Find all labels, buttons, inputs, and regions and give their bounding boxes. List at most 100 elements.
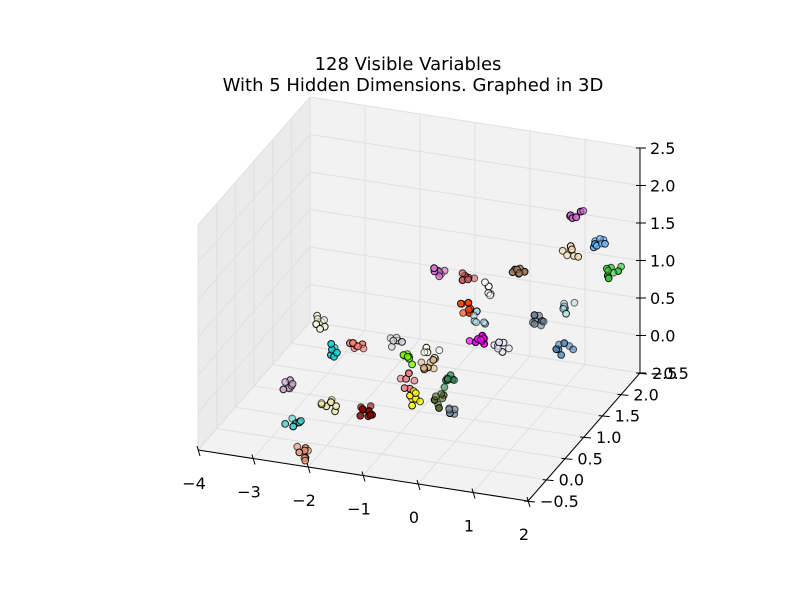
- y-tick-label: 2.0: [633, 385, 658, 404]
- data-point: [470, 311, 478, 320]
- data-point: [562, 309, 570, 318]
- z-tick-label: 1.0: [650, 252, 675, 271]
- chart-title-line-1: 128 Visible Variables: [315, 54, 502, 75]
- data-point: [410, 376, 419, 385]
- data-point: [320, 316, 329, 324]
- data-point: [354, 342, 362, 351]
- grid-line: [253, 385, 585, 438]
- data-point: [443, 375, 452, 383]
- data-point: [464, 305, 473, 314]
- data-point: [568, 245, 576, 254]
- data-point: [389, 336, 398, 345]
- y-tick-label: 0.0: [559, 471, 584, 490]
- x-tick-label: 0: [409, 508, 419, 527]
- data-point: [458, 269, 467, 278]
- data-point: [604, 274, 613, 283]
- grid-line: [197, 284, 311, 413]
- x-tick-mark: [306, 462, 311, 474]
- data-point: [411, 389, 420, 398]
- data-point: [574, 252, 583, 261]
- data-point: [572, 213, 581, 222]
- data-point: [430, 264, 439, 273]
- grid-line: [309, 134, 641, 186]
- grid-line: [197, 171, 311, 301]
- data-point: [405, 369, 413, 378]
- data-point: [408, 360, 417, 369]
- data-point: [480, 318, 488, 327]
- y-tick-mark: [561, 457, 573, 460]
- data-point: [505, 344, 513, 353]
- y-tick-mark: [523, 500, 536, 503]
- grid-line: [309, 209, 641, 261]
- y-tick-label: 1.0: [596, 428, 621, 447]
- data-point: [288, 414, 297, 423]
- data-point: [301, 456, 310, 465]
- data-point: [408, 401, 417, 410]
- x-tick-label: −2: [292, 491, 316, 510]
- data-point: [435, 346, 444, 355]
- z-tick-label: 2.5: [650, 139, 675, 158]
- data-point: [445, 405, 454, 414]
- grid-line: [272, 364, 603, 417]
- data-point: [495, 338, 504, 347]
- y-tick-label: −0.5: [540, 492, 579, 511]
- data-point: [435, 404, 443, 412]
- x-tick-mark: [251, 454, 256, 465]
- data-point: [530, 320, 539, 328]
- data-point: [440, 383, 449, 392]
- data-point: [481, 278, 489, 287]
- grid-line: [309, 246, 641, 299]
- y-tick-mark: [542, 479, 554, 482]
- data-point: [579, 207, 588, 215]
- grid-line: [197, 246, 311, 376]
- data-point: [604, 266, 612, 275]
- grid-line: [291, 342, 622, 395]
- data-point: [569, 345, 578, 354]
- data-point: [477, 335, 485, 344]
- grid-line: [309, 171, 641, 224]
- x-tick-label: 2: [519, 525, 529, 544]
- data-point: [297, 417, 305, 425]
- data-point: [456, 299, 465, 308]
- data-point: [288, 380, 297, 388]
- grid-line: [197, 321, 311, 451]
- data-point: [403, 352, 412, 361]
- data-point: [398, 338, 406, 346]
- data-point: [420, 364, 428, 372]
- x-tick-label: −4: [182, 474, 206, 493]
- data-point: [494, 344, 502, 353]
- data-point: [560, 339, 569, 348]
- data-point: [420, 348, 429, 357]
- data-point: [281, 420, 290, 428]
- x-tick-mark: [196, 445, 201, 457]
- data-point: [515, 269, 524, 278]
- grid-line: [197, 209, 311, 338]
- data-point: [450, 376, 459, 385]
- data-point: [601, 239, 609, 248]
- data-point: [539, 317, 548, 326]
- data-point: [366, 411, 375, 419]
- data-point: [400, 384, 409, 393]
- x-tick-mark: [526, 496, 531, 508]
- data-point: [317, 399, 326, 407]
- data-point: [530, 311, 539, 320]
- data-point: [332, 402, 341, 411]
- z-tick-label: 0.0: [650, 327, 675, 346]
- data-point: [327, 398, 335, 407]
- data-point: [563, 251, 571, 260]
- data-point: [435, 272, 444, 281]
- x-tick-label: −1: [347, 500, 371, 519]
- y-tick-mark: [617, 393, 629, 396]
- grid-line: [216, 428, 547, 481]
- grid-line: [197, 134, 311, 263]
- data-point: [279, 385, 288, 394]
- x-tick-mark: [471, 488, 476, 499]
- data-point: [486, 291, 495, 300]
- y-tick-mark: [598, 415, 610, 418]
- tick-marks: −4 −3 −2 −1 0 1 2−0.50.00.51.01.52.02.5−0.50.0…: [182, 139, 689, 544]
- grid-lines: [197, 96, 641, 502]
- x-tick-label: 1: [464, 517, 474, 536]
- data-point: [431, 392, 440, 401]
- y-tick-label: 2.5: [652, 364, 677, 383]
- x-tick-mark: [361, 471, 366, 482]
